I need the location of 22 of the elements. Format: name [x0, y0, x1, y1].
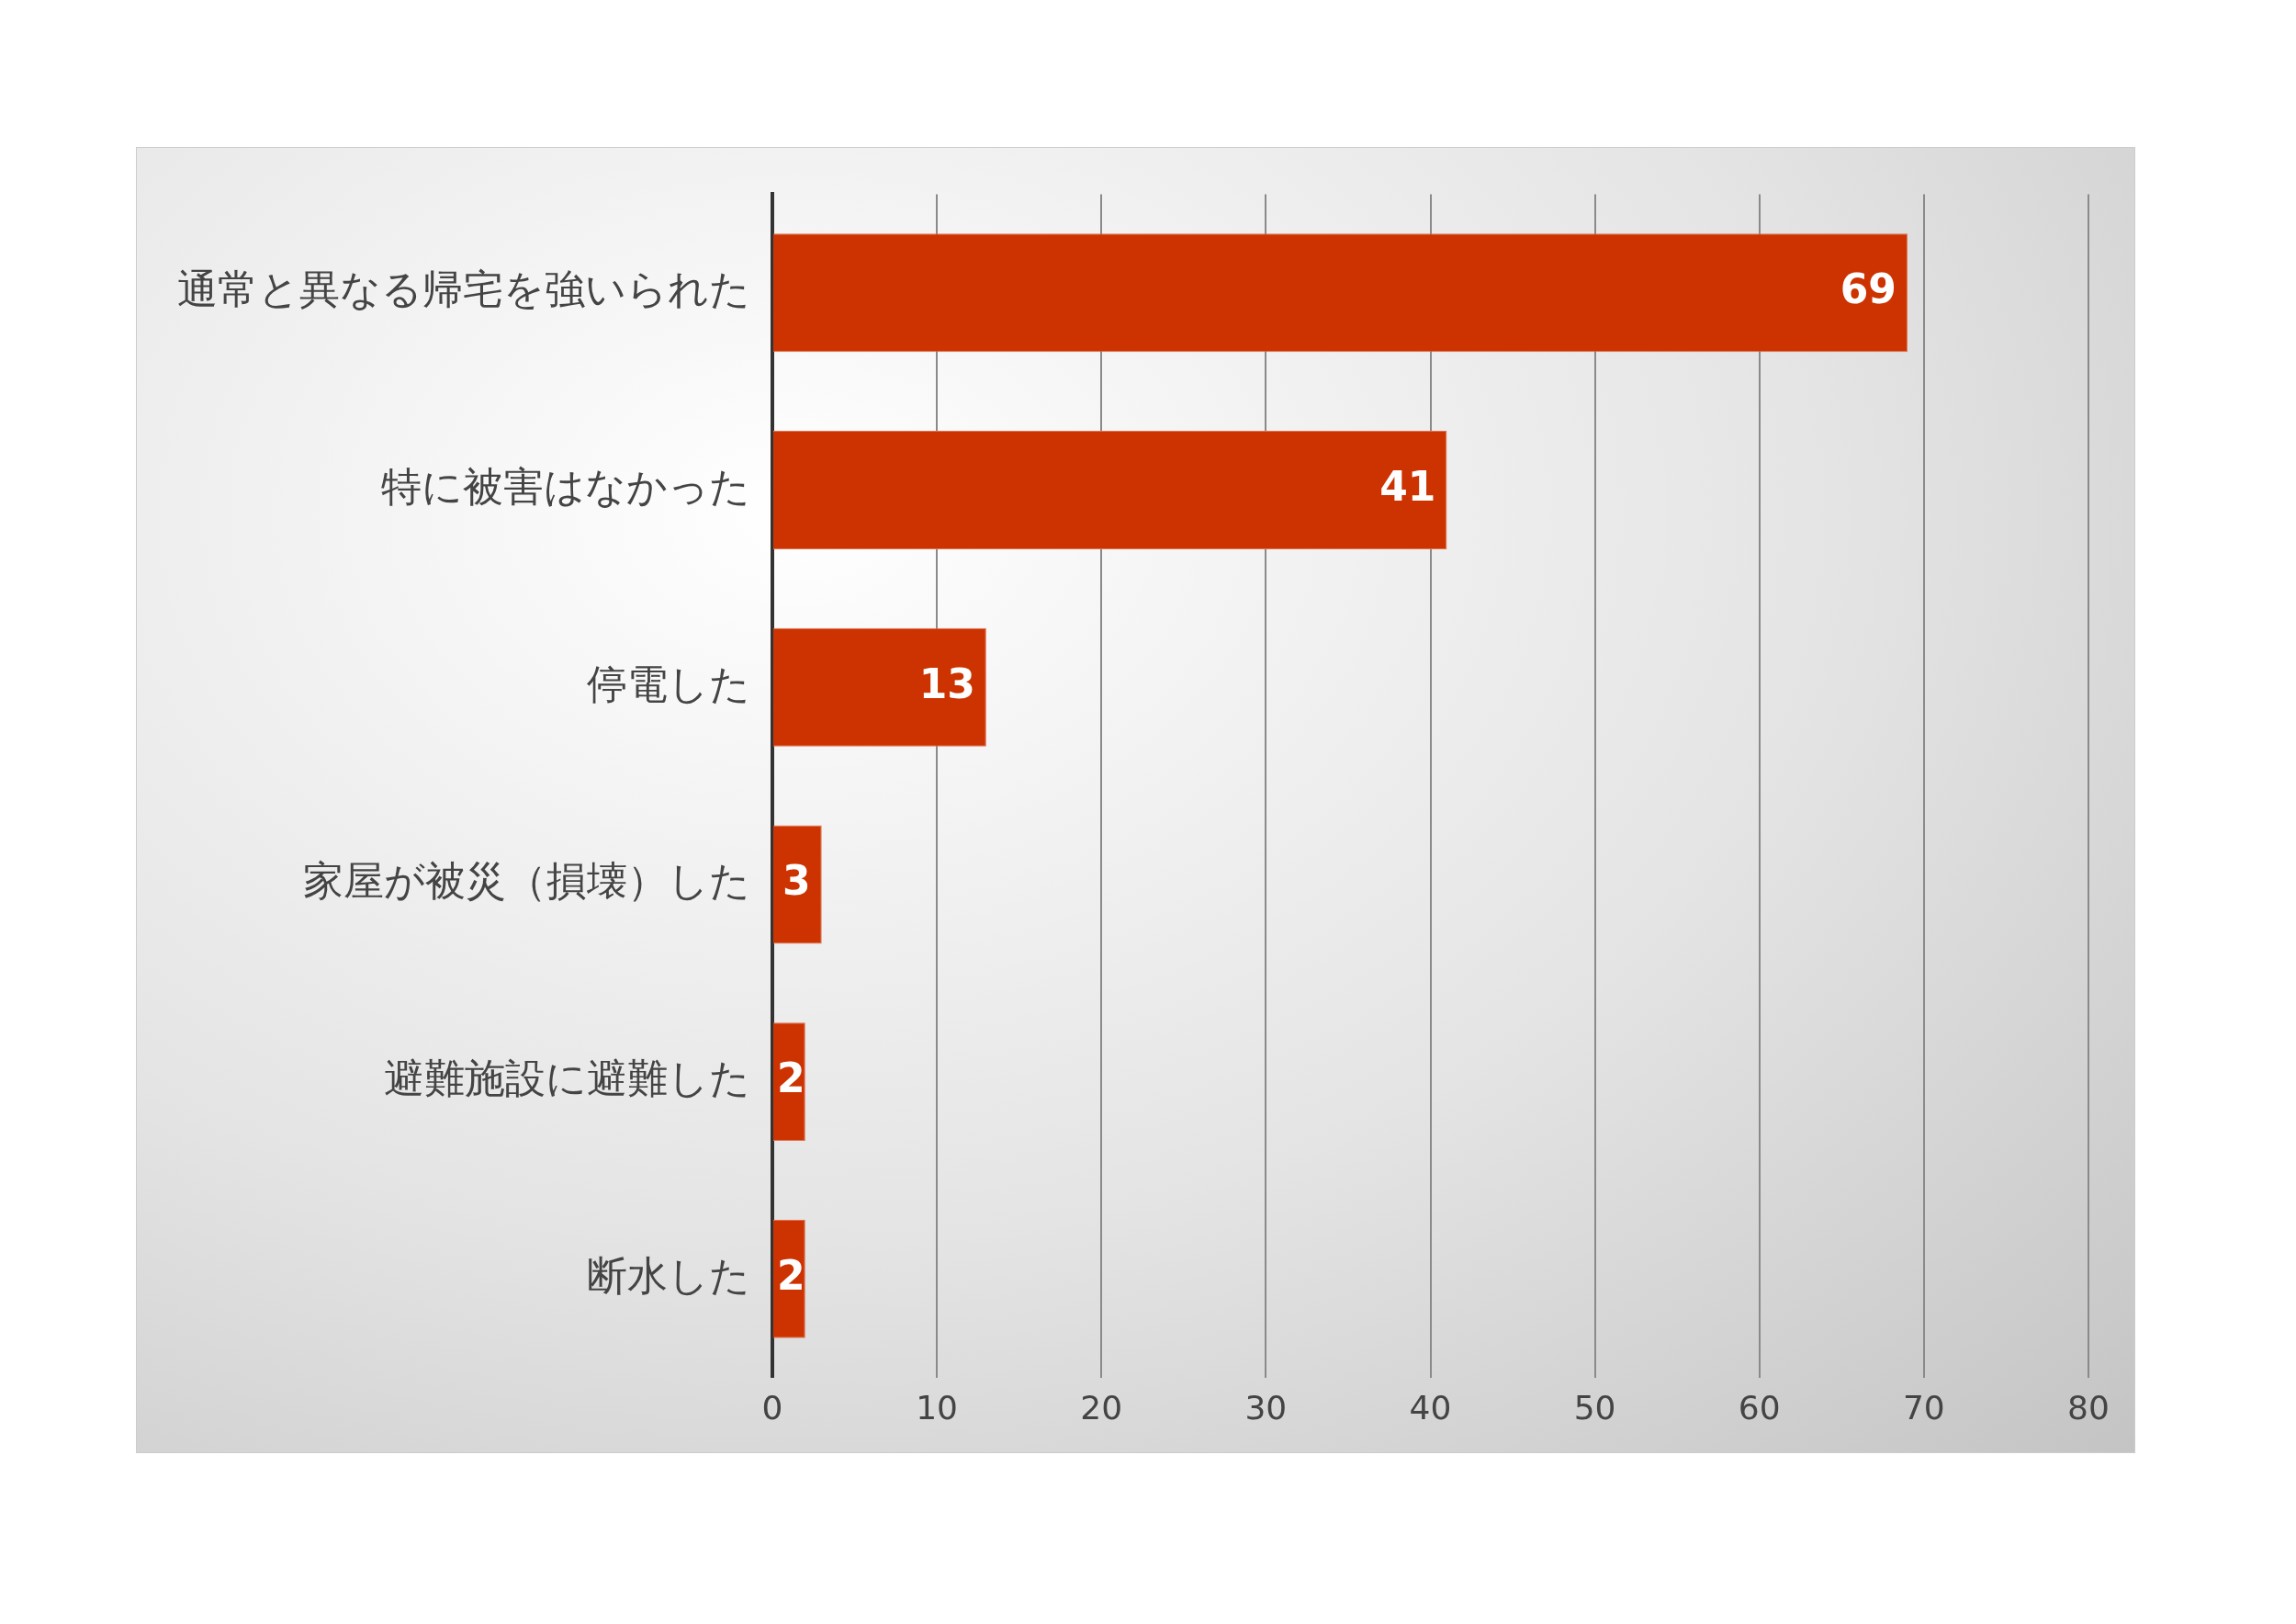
- data-label: 2: [776, 1054, 805, 1102]
- data-label: 13: [918, 660, 975, 707]
- data-label: 3: [782, 857, 811, 905]
- x-tick-label: 70: [1902, 1388, 1945, 1427]
- y-tick-label: 通常と異なる帰宅を強いられた: [177, 265, 750, 313]
- data-label: 2: [776, 1251, 805, 1299]
- x-tick-label: 20: [1080, 1388, 1123, 1427]
- gradient-panel: 0 10 20 30 40 50 60 70 80 通常と異なる帰宅を強いられた 特に被害はなかった 停電した 家屋が被災（損壊）した 避難施設に避難した 断水した 69 41 13 3 2 2: [136, 147, 2135, 1453]
- y-tick-label: 停電した: [587, 660, 750, 707]
- x-tick-label: 40: [1409, 1388, 1452, 1427]
- y-tick-label: 特に被害はなかった: [381, 462, 750, 510]
- x-tick-label: 0: [761, 1388, 783, 1427]
- y-tick-label: 避難施設に避難した: [384, 1054, 750, 1102]
- x-tick-label: 80: [2067, 1388, 2110, 1427]
- x-tick-label: 30: [1244, 1388, 1288, 1427]
- y-tick-label: 断水した: [587, 1251, 750, 1299]
- x-tick-label: 10: [916, 1388, 959, 1427]
- y-tick-label: 家屋が被災（損壊）した: [303, 857, 750, 905]
- x-tick-label: 50: [1573, 1388, 1616, 1427]
- data-label: 69: [1840, 265, 1896, 313]
- x-tick-label: 60: [1738, 1388, 1781, 1427]
- data-label: 41: [1379, 462, 1436, 510]
